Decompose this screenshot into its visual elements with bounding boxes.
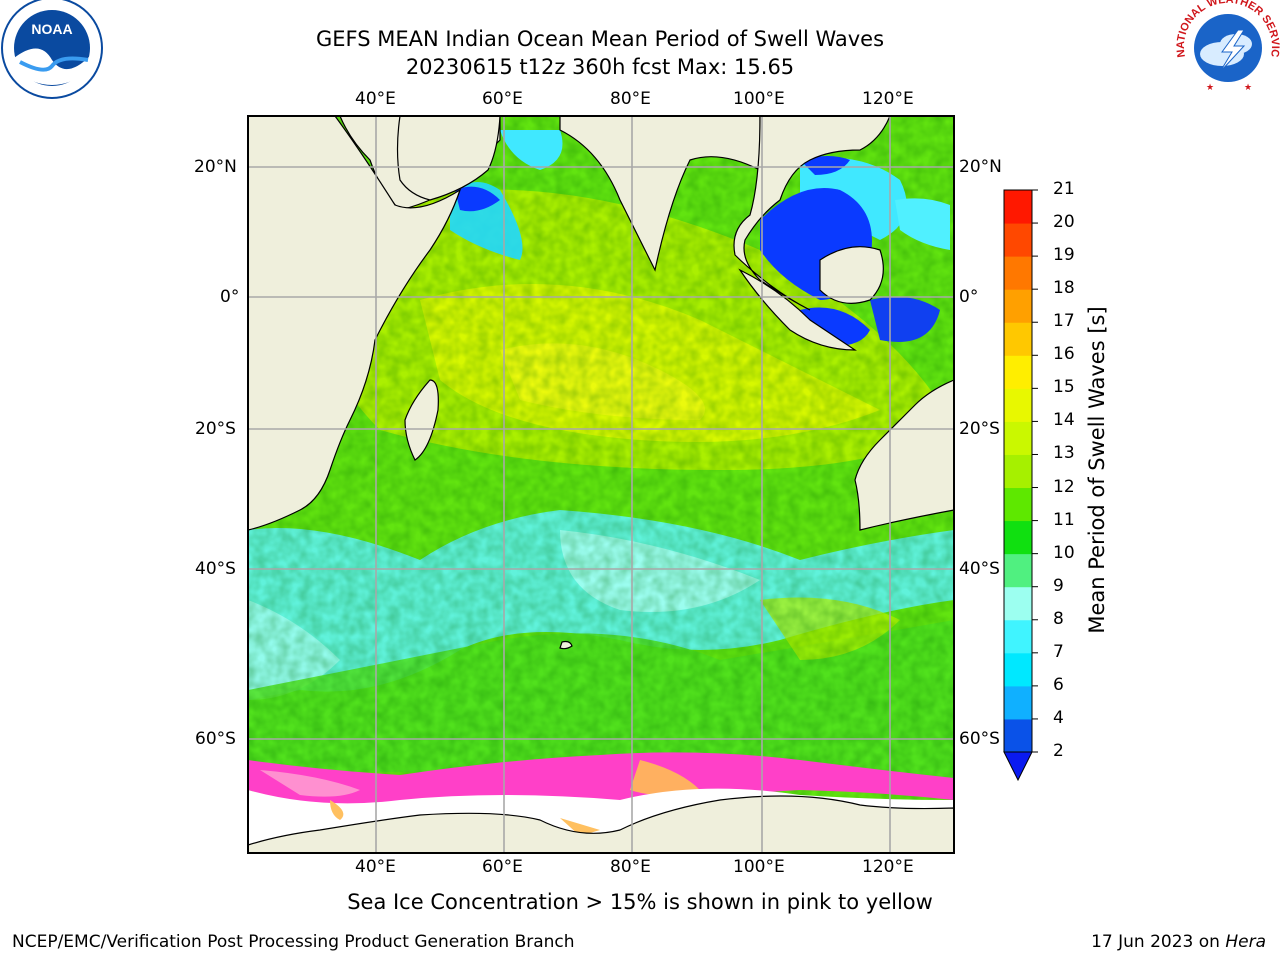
colorbar-swatch [1004,223,1032,257]
lat-label-left: 0° [220,287,240,307]
lat-label-left: 20°N [194,157,237,177]
colorbar-swatch [1004,586,1032,621]
lon-label-bottom: 40°E [355,857,396,877]
colorbar-swatch [1004,421,1032,455]
colorbar-tick-label: 8 [1053,608,1064,629]
map-frame [247,115,955,854]
colorbar-tick-label: 20 [1053,212,1075,233]
lat-label-right: 0° [959,287,979,307]
colorbar-swatch [1004,256,1032,290]
colorbar-swatch [1004,190,1032,224]
svg-text:★: ★ [1206,83,1214,93]
colorbar-tick-label: 14 [1053,410,1075,431]
footer-credit: NCEP/EMC/Verification Post Processing Pr… [12,932,575,952]
lat-label-right: 60°S [959,729,1000,749]
colorbar-tick-label: 17 [1053,311,1075,332]
lon-label-top: 80°E [610,89,651,109]
lat-label-right: 40°S [959,559,1000,579]
lon-label-bottom: 100°E [733,857,785,877]
colorbar-title: Mean Period of Swell Waves [s] [1085,306,1109,634]
lon-label-top: 120°E [862,89,914,109]
map-title: GEFS MEAN Indian Ocean Mean Period of Sw… [315,27,885,51]
sea-ice-pink [248,752,954,823]
colorbar-tick-label: 16 [1053,344,1075,365]
colorbar-tick-label: 6 [1053,674,1064,695]
colorbar-swatch [1004,388,1032,422]
colorbar-extend-arrow [1003,751,1033,782]
colorbar-tick-label: 9 [1053,575,1064,596]
lon-label-bottom: 80°E [610,857,651,877]
colorbar-tick-label: 10 [1053,542,1075,563]
lat-label-right: 20°S [959,419,1000,439]
colorbar-tick-label: 2 [1053,741,1064,761]
lon-label-top: 40°E [355,89,396,109]
footer-date: 17 Jun 2023 on Hera [1091,932,1266,952]
colorbar-tick-label: 13 [1053,443,1075,464]
colorbar-swatch [1004,520,1032,555]
noaa-logo: NOAA [1,0,103,99]
footer-host: Hera [1225,932,1266,952]
colorbar-tick-label: 18 [1053,278,1075,299]
colorbar-swatch [1004,652,1032,687]
colorbar-frame [1003,189,1033,753]
colorbar-swatch [1004,322,1032,356]
colorbar-tick-label: 4 [1053,707,1064,728]
colorbar-swatch [1004,619,1032,654]
colorbar-swatch [1004,454,1032,489]
lat-label-left: 60°S [195,729,236,749]
lon-label-top: 100°E [733,89,785,109]
lat-label-left: 40°S [195,559,236,579]
colorbar-tick-label: 15 [1053,377,1075,398]
colorbar-swatch [1004,685,1032,720]
colorbar-swatch [1004,487,1032,522]
map-subtitle: 20230615 t12z 360h fcst Max: 15.65 [405,55,795,79]
colorbar-tick-label: 19 [1053,245,1075,266]
colorbar-swatch [1004,718,1032,753]
land [248,116,954,853]
colorbar-swatch [1004,553,1032,588]
colorbar-swatch [1004,355,1032,389]
lon-label-bottom: 120°E [862,857,914,877]
footer-date-text: 17 Jun 2023 on [1091,932,1226,952]
colorbar-tick-label: 21 [1053,179,1075,199]
svg-text:★: ★ [1244,83,1252,93]
lon-label-top: 60°E [482,89,523,109]
colorbar-tick-label: 12 [1053,476,1075,497]
lon-label-bottom: 60°E [482,857,523,877]
colorbar-tick-label: 7 [1053,641,1064,662]
noaa-logo-text: NOAA [31,21,72,37]
sea-ice-note: Sea Ice Concentration > 15% is shown in … [347,890,933,914]
colorbar-swatch [1004,289,1032,323]
graticule [248,116,954,853]
lat-label-right: 20°N [959,157,1002,177]
colorbar-tick-label: 11 [1053,509,1075,530]
lat-label-left: 20°S [195,419,236,439]
